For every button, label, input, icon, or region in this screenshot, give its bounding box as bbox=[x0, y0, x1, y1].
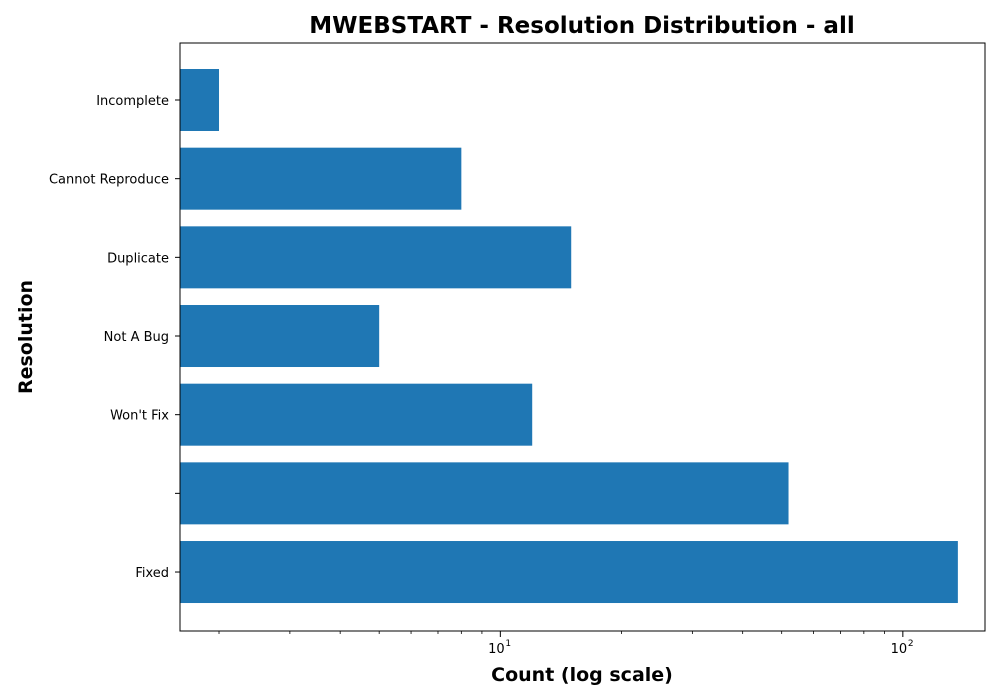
chart-title: MWEBSTART - Resolution Distribution - al… bbox=[309, 13, 854, 39]
bar-3 bbox=[180, 305, 380, 368]
y-tick-label-6: Fixed bbox=[135, 566, 169, 581]
y-tick-label-1: Cannot Reproduce bbox=[49, 173, 169, 188]
x-tick-label-0: 10 bbox=[488, 642, 505, 657]
plot-frame bbox=[179, 42, 986, 632]
x-tick-exponent-0: 1 bbox=[505, 639, 511, 649]
y-tick-label-0: Incomplete bbox=[96, 94, 169, 109]
y-tick-label-3: Not A Bug bbox=[104, 330, 169, 345]
bar-0 bbox=[180, 69, 220, 131]
bar-2 bbox=[180, 226, 572, 289]
bar-4 bbox=[180, 383, 533, 446]
bars-group bbox=[180, 69, 958, 604]
bar-6 bbox=[180, 541, 958, 604]
bar-5 bbox=[180, 462, 789, 525]
y-tick-label-4: Won't Fix bbox=[110, 409, 169, 424]
x-tick-exponent-1: 2 bbox=[908, 639, 914, 649]
x-ticks: 10 1 10 2 bbox=[218, 631, 914, 657]
y-tick-label-2: Duplicate bbox=[107, 251, 169, 266]
y-axis-label: Resolution bbox=[15, 280, 37, 394]
y-ticks: Incomplete Cannot Reproduce Duplicate Not A… bbox=[49, 94, 180, 581]
bar-1 bbox=[180, 147, 462, 210]
x-axis-label: Count (log scale) bbox=[491, 664, 673, 686]
x-tick-label-1: 10 bbox=[891, 642, 908, 657]
